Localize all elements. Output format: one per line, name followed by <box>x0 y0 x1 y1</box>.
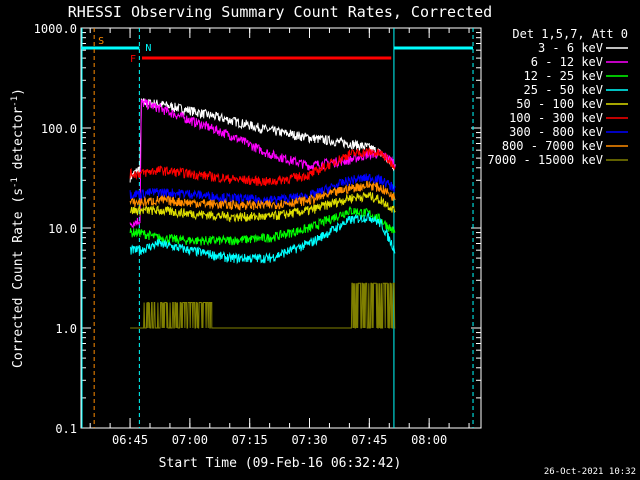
x-axis-label: Start Time (09-Feb-16 06:32:42) <box>159 456 402 471</box>
series-line-1 <box>129 98 396 229</box>
legend-label: 7000 - 15000 keV <box>487 153 603 167</box>
series-lines <box>129 98 396 329</box>
x-tick-label: 06:45 <box>112 433 148 447</box>
y-axis-label-main: Corrected Count Rate (s <box>11 188 26 368</box>
y-tick-label: 100.0 <box>41 122 77 136</box>
status-bars <box>81 46 474 60</box>
y-tick-label: 1.0 <box>55 322 77 336</box>
status-markers: S NF <box>81 28 474 428</box>
x-tick-label: 08:00 <box>411 433 447 447</box>
series-line-2 <box>129 206 396 247</box>
series-line-8 <box>130 282 396 329</box>
x-tick-label: 07:00 <box>172 433 208 447</box>
series-line-0 <box>129 98 396 183</box>
y-tick-label: 0.1 <box>55 422 77 436</box>
y-tick-label: 10.0 <box>48 222 77 236</box>
x-tick-label: 07:30 <box>291 433 327 447</box>
legend-label: 800 - 7000 keV <box>502 139 603 153</box>
x-tick-label: 07:45 <box>351 433 387 447</box>
annotation-f: F <box>130 54 136 65</box>
chart-title: RHESSI Observing Summary Count Rates, Co… <box>68 3 492 21</box>
legend-label: 25 - 50 keV <box>524 83 603 97</box>
annotation-n: N <box>145 43 151 54</box>
series-line-7 <box>129 180 396 211</box>
y-axis-label-mid: detector <box>11 107 26 178</box>
plot-border <box>80 27 482 429</box>
series-line-3 <box>129 212 396 265</box>
legend-label: 100 - 300 keV <box>509 111 603 125</box>
y-axis-label: Corrected Count Rate (s-1 detector-1) <box>10 88 26 368</box>
y-axis: 0.1 1.0 10.0 100.0 1000.0 <box>34 22 481 436</box>
legend-label: 3 - 6 keV <box>538 41 603 55</box>
annotation-s: S <box>98 36 104 47</box>
series-line-5 <box>129 147 396 187</box>
y-tick-label: 1000.0 <box>34 22 77 36</box>
timestamp: 26-Oct-2021 10:32 <box>544 467 636 477</box>
x-axis: 06:45 07:00 07:15 07:30 07:45 08:00 <box>89 28 470 447</box>
legend-label: 50 - 100 keV <box>516 97 603 111</box>
series-line-4 <box>129 191 396 223</box>
y-axis-label-exp1: -1 <box>10 177 20 188</box>
legend-label: 12 - 25 keV <box>524 69 603 83</box>
legend-label: 6 - 12 keV <box>531 55 603 69</box>
y-axis-label-end: ) <box>11 88 26 96</box>
x-tick-label: 07:15 <box>232 433 268 447</box>
legend-title: Det 1,5,7, Att 0 <box>512 27 628 41</box>
plot-frame <box>80 27 482 429</box>
legend-label: 300 - 800 keV <box>509 125 603 139</box>
y-axis-label-exp2: -1 <box>10 96 20 107</box>
